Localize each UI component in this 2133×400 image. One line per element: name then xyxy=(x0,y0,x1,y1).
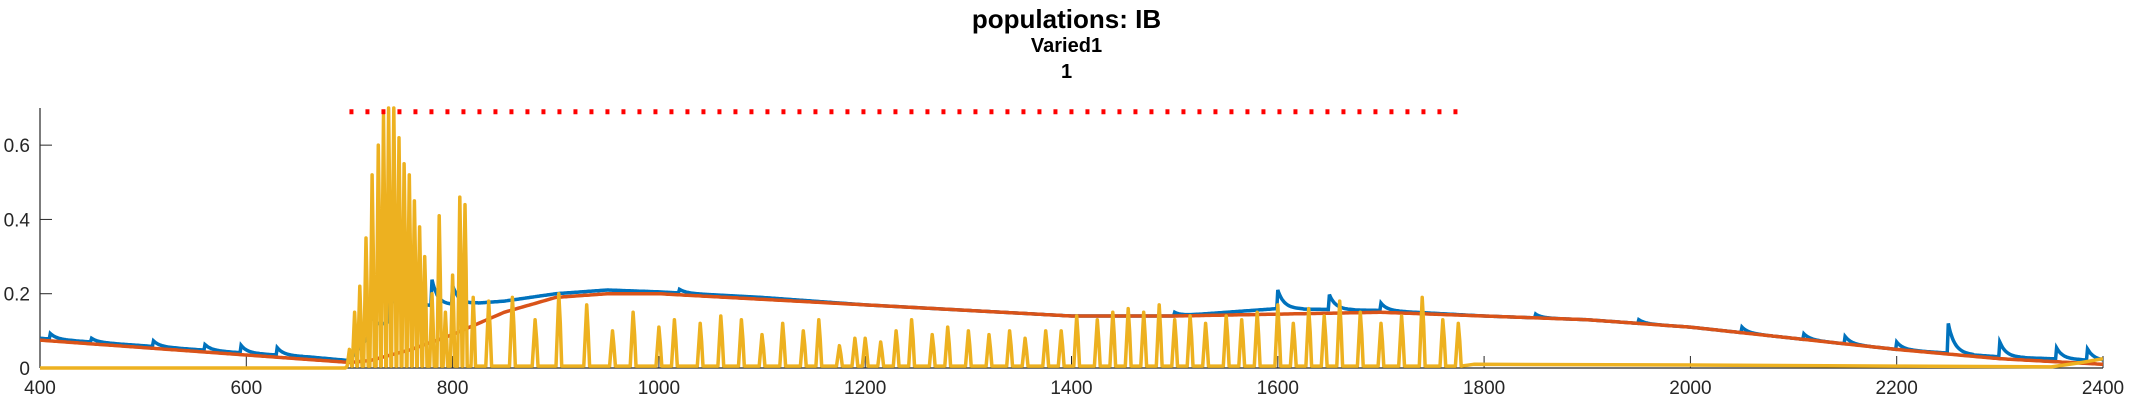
series-orange-line xyxy=(40,291,2103,367)
x-tick-label-1600: 1600 xyxy=(1257,378,1299,399)
x-tick-label-400: 400 xyxy=(24,378,56,399)
chart-subtitle-line-2: 1 xyxy=(1060,61,1073,83)
x-tick-label-600: 600 xyxy=(230,378,262,399)
x-tick-label-1400: 1400 xyxy=(1050,378,1092,399)
y-tick-label-0.6: 0.6 xyxy=(4,136,30,157)
x-tick-label-1200: 1200 xyxy=(844,378,886,399)
y-tick-label-0.4: 0.4 xyxy=(4,210,31,231)
x-tick-label-2000: 2000 xyxy=(1669,378,1711,399)
y-tick-label-0: 0 xyxy=(19,359,30,380)
chart-subtitle-line-1: Varied1 xyxy=(1030,35,1103,57)
x-tick-label-2200: 2200 xyxy=(1876,378,1918,399)
x-tick-label-1000: 1000 xyxy=(638,378,680,399)
x-tick-label-2400: 2400 xyxy=(2082,378,2124,399)
x-tick-label-800: 800 xyxy=(437,378,469,399)
series-yellow-line xyxy=(40,106,2103,370)
chart-title: populations: IB xyxy=(971,4,1162,34)
y-tick-label-0.2: 0.2 xyxy=(4,285,30,306)
x-tick-label-1800: 1800 xyxy=(1463,378,1505,399)
